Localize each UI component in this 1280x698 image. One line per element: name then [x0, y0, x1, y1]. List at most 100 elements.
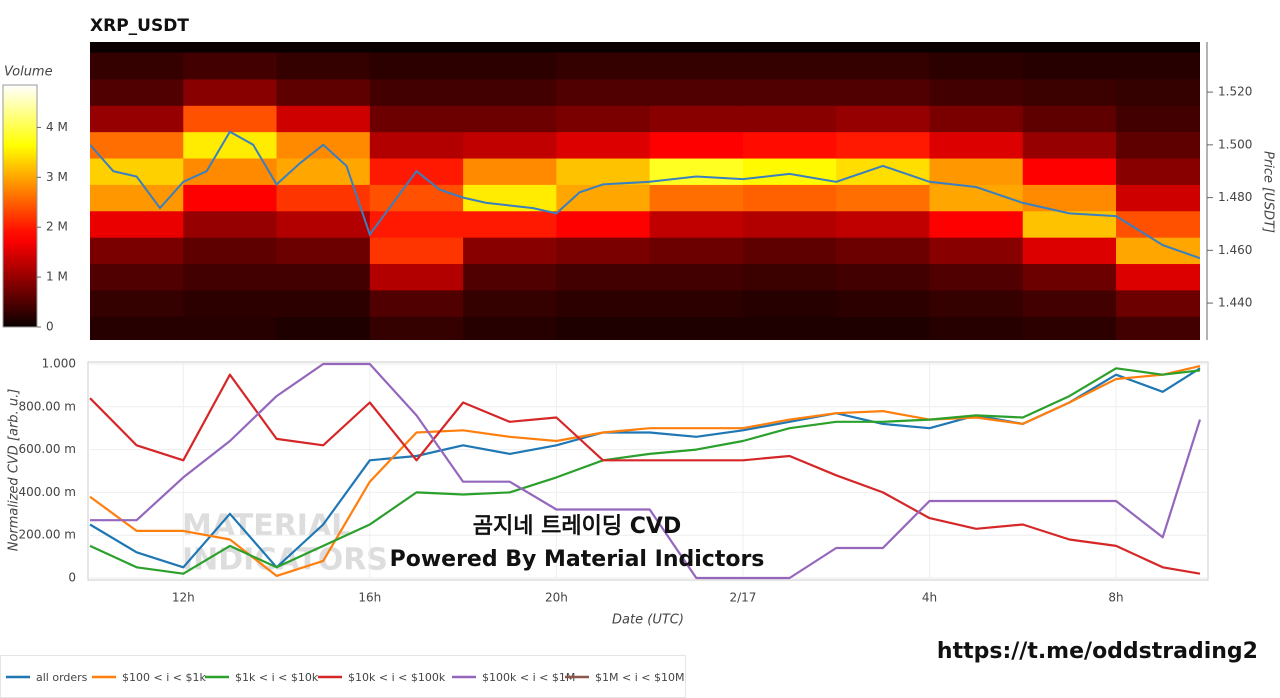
heat-cell	[90, 263, 184, 291]
price-line	[90, 130, 1200, 260]
heat-cell	[929, 263, 1024, 291]
heat-cell	[742, 78, 837, 106]
series-line	[89, 373, 1201, 575]
heat-cell	[556, 105, 651, 133]
heat-cell	[556, 263, 651, 291]
heat-cell	[183, 78, 278, 106]
heat-cell	[929, 131, 1024, 159]
heat-cell	[1022, 131, 1117, 159]
y-tick-label: 1.440	[1218, 296, 1252, 310]
heat-cell	[742, 158, 837, 185]
heat-cell	[90, 316, 184, 340]
heat-cell	[836, 316, 930, 340]
heat-cell	[369, 237, 464, 265]
heat-cell	[836, 263, 930, 291]
colorbar-tick-label: 1 M	[46, 270, 68, 284]
heat-cell	[649, 52, 744, 80]
heat-cell	[742, 263, 837, 291]
heat-cell	[929, 289, 1024, 317]
heat-cell	[183, 237, 278, 265]
heatmap	[90, 42, 1200, 340]
colorbar-tick-label: 2 M	[46, 220, 68, 234]
legend-label: all orders	[36, 671, 88, 684]
heat-cell	[90, 289, 184, 317]
heat-cell	[1116, 289, 1200, 317]
heat-cell	[742, 237, 837, 265]
heat-cell	[183, 184, 278, 212]
heat-cell	[276, 263, 371, 291]
heat-cell	[90, 105, 184, 133]
heat-cell	[1022, 237, 1117, 265]
heat-cell	[556, 158, 651, 185]
heat-cell	[1116, 131, 1200, 159]
y-axis-title: Normalized CVD [arb. u.]	[7, 389, 22, 552]
heat-cell	[463, 316, 557, 340]
x-tick-label: 16h	[358, 591, 381, 605]
legend-label: $10k < i < $100k	[348, 671, 446, 684]
heat-cell	[1022, 316, 1117, 340]
heat-cell	[836, 78, 930, 106]
heat-cell	[276, 52, 371, 80]
heat-cell	[1022, 289, 1117, 317]
y-tick-label: 1.000	[42, 357, 76, 371]
heat-cell	[742, 105, 837, 133]
heat-cell	[369, 289, 464, 317]
heat-cell	[649, 316, 744, 340]
heat-cell	[742, 52, 837, 80]
heat-cell	[649, 78, 744, 106]
heat-cell	[90, 78, 184, 106]
heat-cell	[929, 316, 1024, 340]
heat-cell	[649, 289, 744, 317]
legend-label: $1k < i < $10k	[235, 671, 319, 684]
heat-cell	[1022, 52, 1117, 80]
heat-cell	[1022, 158, 1117, 185]
heat-cell	[836, 105, 930, 133]
heat-cell	[369, 105, 464, 133]
heat-cell	[1022, 263, 1117, 291]
heat-cell	[463, 52, 557, 80]
heat-cell	[276, 78, 371, 106]
heat-cell	[1116, 52, 1200, 80]
heat-cell	[1116, 78, 1200, 106]
series-line	[89, 365, 1201, 577]
y-tick-label: 1.500	[1218, 137, 1252, 151]
heat-cell	[556, 131, 651, 159]
y-axis-title: Price [USDT]	[1261, 151, 1276, 233]
legend-label: $100k < i < $1M	[482, 671, 575, 684]
heat-cell	[556, 316, 651, 340]
heat-cell	[276, 316, 371, 340]
heat-cell	[183, 263, 278, 291]
heat-cell	[463, 78, 557, 106]
heat-cell	[929, 52, 1024, 80]
heat-cell	[369, 184, 464, 212]
heat-cell	[369, 78, 464, 106]
heat-cell	[463, 237, 557, 265]
heat-cell	[463, 105, 557, 133]
heat-cell	[276, 105, 371, 133]
heat-cell	[742, 184, 837, 212]
y-tick-label: 1.480	[1218, 190, 1252, 204]
heat-cell	[649, 237, 744, 265]
x-axis-title: Date (UTC)	[612, 613, 684, 628]
y-tick-label: 200.00 m	[19, 528, 77, 542]
heat-cell	[1116, 105, 1200, 133]
legend-label: $1M < i < $10M	[595, 671, 684, 684]
heat-cell	[556, 52, 651, 80]
heat-cell	[742, 316, 837, 340]
plot-frame	[87, 361, 1209, 581]
heat-cell	[556, 78, 651, 106]
y-tick-label: 0	[68, 571, 76, 585]
heat-cell	[556, 237, 651, 265]
heat-cell	[276, 210, 371, 238]
colorbar-tick-label: 3 M	[46, 170, 68, 184]
heat-cell	[929, 210, 1024, 238]
heat-cell	[649, 131, 744, 159]
heat-cell	[1116, 263, 1200, 291]
heat-cell	[1116, 158, 1200, 185]
heat-cell	[929, 158, 1024, 185]
heat-cell	[276, 237, 371, 265]
series-line	[90, 362, 1202, 580]
x-tick-label: 2/17	[729, 591, 756, 605]
x-tick-label: 4h	[922, 591, 937, 605]
heat-cell	[183, 316, 278, 340]
